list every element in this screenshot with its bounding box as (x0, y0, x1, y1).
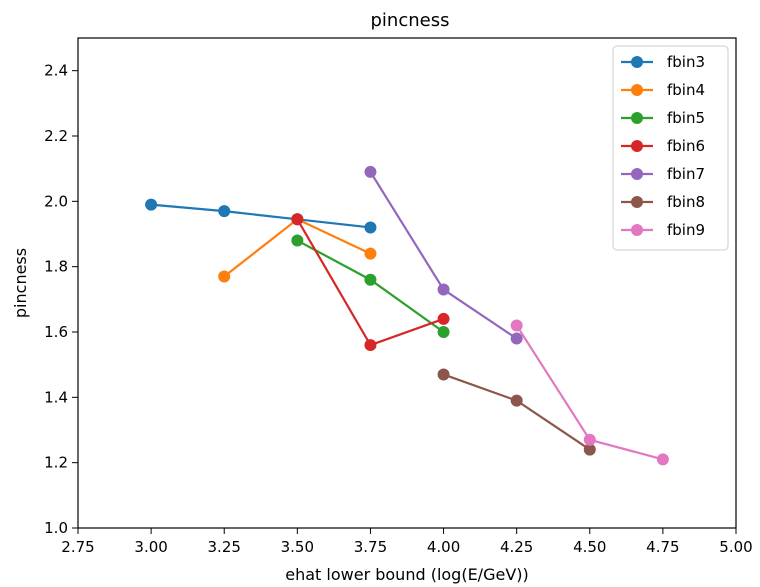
y-tick-label: 1.6 (44, 323, 68, 341)
data-point (218, 270, 231, 283)
data-point (437, 283, 450, 296)
x-tick-label: 3.75 (354, 538, 387, 556)
legend-swatch-marker (631, 112, 643, 124)
y-axis: 1.0 1.2 1.4 1.6 1.8 2.0 2.2 2.4 (44, 62, 78, 537)
legend-item: fbin7 (621, 165, 705, 183)
legend-label: fbin3 (667, 53, 705, 71)
legend-item: fbin3 (621, 53, 705, 71)
series-fbin8 (437, 368, 596, 456)
legend-swatch-marker (631, 140, 643, 152)
series-layer (145, 165, 669, 466)
series-fbin5 (291, 234, 450, 338)
series-fbin7 (364, 165, 523, 345)
legend-item: fbin8 (621, 193, 705, 211)
legend-swatch-marker (631, 224, 643, 236)
data-point (656, 453, 669, 466)
legend-swatch-marker (631, 84, 643, 96)
x-tick-label: 4.50 (573, 538, 606, 556)
legend-item: fbin5 (621, 109, 705, 127)
x-tick-label: 4.75 (646, 538, 679, 556)
legend-label: fbin4 (667, 81, 705, 99)
data-point (364, 221, 377, 234)
legend-item: fbin9 (621, 221, 705, 239)
y-tick-label: 1.4 (44, 388, 68, 406)
plot-frame (77, 37, 737, 529)
series-line (443, 373, 591, 451)
x-tick-label: 5.00 (719, 538, 752, 556)
legend-swatch-marker (631, 56, 643, 68)
series-fbin6 (291, 213, 450, 352)
legend-item: fbin4 (621, 81, 705, 99)
x-axis: 2.75 3.00 3.25 3.50 3.75 4.00 4.25 4.50 4.75 5.00 (61, 528, 753, 556)
legend-label: fbin5 (667, 109, 705, 127)
data-point (218, 205, 231, 218)
x-tick-label: 4.00 (427, 538, 460, 556)
series-fbin9 (510, 319, 669, 466)
legend-label: fbin6 (667, 137, 705, 155)
data-point (583, 443, 596, 456)
data-point (364, 273, 377, 286)
data-point (364, 165, 377, 178)
chart-title: pincness (371, 10, 450, 31)
data-point (437, 368, 450, 381)
data-point (510, 394, 523, 407)
y-axis-label: pincness (11, 248, 30, 318)
y-tick-label: 2.0 (44, 192, 68, 210)
y-tick-label: 1.8 (44, 258, 68, 276)
data-point (291, 234, 304, 247)
data-point (510, 319, 523, 332)
y-tick-label: 1.0 (44, 519, 68, 537)
y-tick-label: 2.4 (44, 62, 68, 80)
x-tick-label: 4.25 (500, 538, 533, 556)
data-point (364, 247, 377, 260)
x-tick-label: 3.50 (281, 538, 314, 556)
data-point (437, 312, 450, 325)
legend-swatch-marker (631, 196, 643, 208)
y-tick-label: 1.2 (44, 454, 68, 472)
data-point (145, 198, 158, 211)
x-tick-label: 3.00 (134, 538, 167, 556)
data-point (583, 433, 596, 446)
data-point (510, 332, 523, 345)
legend-label: fbin9 (667, 221, 705, 239)
legend-item: fbin6 (621, 137, 705, 155)
data-point (364, 339, 377, 352)
x-tick-label: 2.75 (61, 538, 94, 556)
legend-swatch-marker (631, 168, 643, 180)
legend-label: fbin7 (667, 165, 705, 183)
series-line (151, 203, 371, 229)
data-point (437, 326, 450, 338)
data-point (291, 213, 304, 226)
x-axis-label: ehat lower bound (log(E/GeV)) (285, 565, 529, 584)
legend: fbin3 fbin4 fbin5 fbin6 fbin7 fbin8 fbin9 (612, 45, 729, 251)
series-fbin3 (145, 198, 377, 234)
x-tick-label: 3.25 (208, 538, 241, 556)
y-tick-label: 2.2 (44, 127, 68, 145)
legend-label: fbin8 (667, 193, 705, 211)
